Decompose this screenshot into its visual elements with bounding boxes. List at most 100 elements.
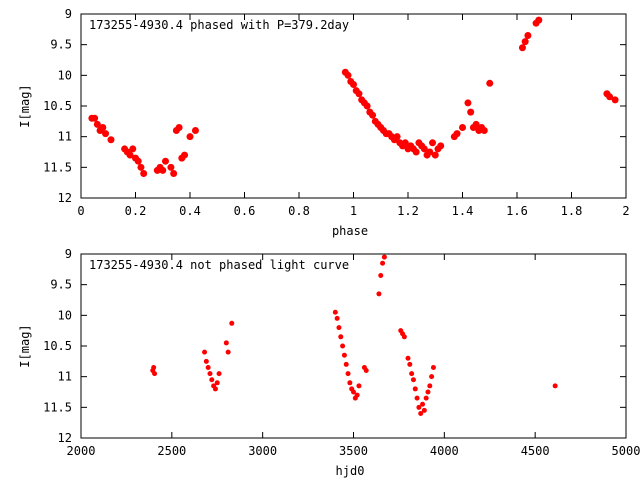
plot-frame bbox=[80, 253, 627, 439]
data-point bbox=[343, 361, 349, 367]
data-point bbox=[524, 31, 532, 39]
y-tick-label: 10.5 bbox=[43, 99, 72, 113]
x-tick-label: 3500 bbox=[339, 444, 368, 458]
data-point bbox=[175, 123, 183, 131]
data-point bbox=[340, 343, 346, 349]
x-axis-label: hjd0 bbox=[336, 464, 365, 478]
y-axis-label: I[mag] bbox=[18, 324, 32, 367]
data-point bbox=[518, 44, 526, 52]
data-point bbox=[381, 254, 387, 260]
unphased-light-curve-plot: 2000 2500 3000 3500 4000 4500 5000 9 9.5 10 10.5 11… bbox=[18, 247, 640, 478]
data-point bbox=[336, 325, 342, 331]
data-point bbox=[369, 111, 377, 119]
data-point bbox=[134, 157, 142, 165]
data-point bbox=[425, 389, 431, 395]
data-point bbox=[356, 383, 362, 389]
x-tick-label: 2000 bbox=[67, 444, 96, 458]
data-point bbox=[334, 315, 340, 321]
chart-title: 173255-4930.4 not phased light curve bbox=[89, 258, 349, 272]
data-point bbox=[161, 157, 169, 165]
data-point bbox=[137, 163, 145, 171]
data-point bbox=[409, 371, 415, 377]
x-tick-label: 2500 bbox=[157, 444, 186, 458]
y-tick-label: 9.5 bbox=[50, 38, 72, 52]
y-tick-label: 10 bbox=[58, 308, 72, 322]
x-tick-label: 1.4 bbox=[452, 204, 474, 218]
data-point bbox=[421, 407, 427, 413]
data-point bbox=[93, 120, 101, 128]
data-point bbox=[380, 260, 386, 266]
data-point bbox=[202, 349, 208, 355]
data-point bbox=[203, 358, 209, 364]
x-tick-label: 0.8 bbox=[288, 204, 310, 218]
data-point bbox=[521, 38, 529, 46]
y-tick-label: 9.5 bbox=[50, 278, 72, 292]
data-point bbox=[376, 291, 382, 297]
data-point bbox=[414, 395, 420, 401]
data-point bbox=[191, 127, 199, 135]
x-tick-label: 1.2 bbox=[397, 204, 419, 218]
data-point bbox=[535, 16, 543, 24]
data-point bbox=[338, 334, 344, 340]
data-point bbox=[427, 383, 433, 389]
y-tick-label: 9 bbox=[65, 247, 72, 261]
data-point bbox=[229, 320, 235, 326]
data-point bbox=[405, 355, 411, 361]
data-point bbox=[225, 349, 231, 355]
data-point bbox=[102, 130, 110, 138]
data-point bbox=[401, 139, 409, 147]
data-point bbox=[410, 377, 416, 383]
data-point bbox=[429, 374, 435, 380]
ticks bbox=[80, 253, 627, 439]
x-tick-label: 4500 bbox=[521, 444, 550, 458]
data-point bbox=[407, 361, 413, 367]
data-point bbox=[354, 392, 360, 398]
data-point bbox=[429, 139, 437, 147]
y-tick-label: 10 bbox=[58, 68, 72, 82]
data-point bbox=[205, 364, 211, 370]
tick-labels: 0 0.2 0.4 0.6 0.8 1 1.2 1.4 1.6 1.8 2 9 9.5 10 10.5 11 1… bbox=[43, 7, 630, 218]
data-point bbox=[412, 386, 418, 392]
data-point bbox=[99, 123, 107, 131]
data-point bbox=[347, 380, 353, 386]
y-tick-label: 11.5 bbox=[43, 400, 72, 414]
x-tick-label: 2 bbox=[622, 204, 629, 218]
data-point bbox=[107, 136, 115, 144]
phased-light-curve-plot: 0 0.2 0.4 0.6 0.8 1 1.2 1.4 1.6 1.8 2 9 9.5 10 10.5 11 1… bbox=[18, 7, 630, 238]
data-point bbox=[416, 404, 422, 410]
data-point bbox=[345, 371, 351, 377]
data-point bbox=[344, 71, 352, 79]
x-tick-label: 1.6 bbox=[506, 204, 528, 218]
data-point bbox=[216, 371, 222, 377]
data-point bbox=[140, 169, 148, 177]
y-tick-label: 11 bbox=[58, 370, 72, 384]
data-point bbox=[472, 120, 480, 128]
data-point bbox=[212, 386, 218, 392]
data-point bbox=[355, 90, 363, 98]
tick-labels: 2000 2500 3000 3500 4000 4500 5000 9 9.5 10 10.5 11… bbox=[43, 247, 640, 458]
y-tick-label: 12 bbox=[58, 191, 72, 205]
data-point bbox=[552, 383, 558, 389]
data-point bbox=[459, 123, 466, 131]
y-axis-label: I[mag] bbox=[18, 84, 32, 127]
data-point bbox=[209, 377, 215, 383]
data-point bbox=[420, 401, 426, 407]
data-point bbox=[486, 79, 494, 87]
data-point bbox=[351, 389, 356, 395]
data-point bbox=[214, 380, 220, 386]
data-point bbox=[152, 371, 158, 377]
data-point bbox=[350, 81, 357, 89]
x-tick-label: 0.2 bbox=[125, 204, 147, 218]
data-point bbox=[91, 114, 99, 122]
data-points bbox=[150, 254, 558, 416]
x-tick-label: 1.8 bbox=[561, 204, 583, 218]
data-point bbox=[480, 127, 488, 135]
data-point bbox=[363, 368, 369, 374]
data-point bbox=[611, 96, 619, 104]
data-point bbox=[181, 151, 189, 159]
x-tick-label: 5000 bbox=[612, 444, 640, 458]
data-point bbox=[464, 99, 472, 107]
data-point bbox=[401, 334, 407, 340]
data-point bbox=[467, 108, 475, 116]
